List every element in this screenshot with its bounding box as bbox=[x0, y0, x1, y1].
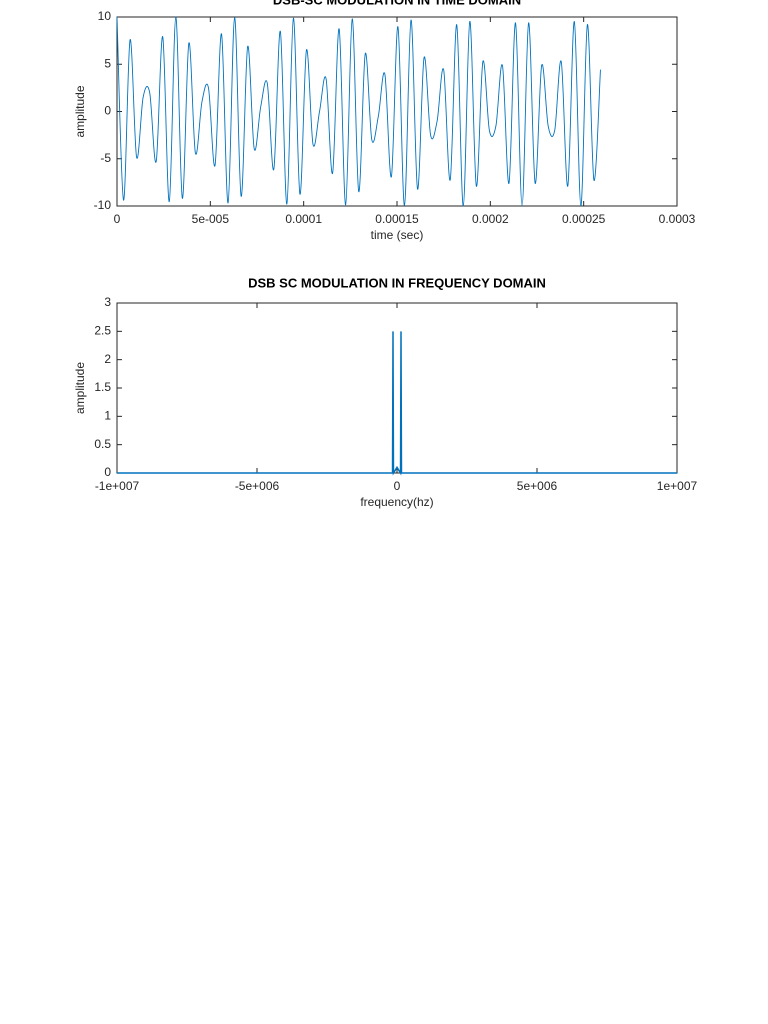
plot-area bbox=[116, 302, 678, 474]
x-tick-label: 0.0002 bbox=[472, 212, 509, 226]
data-line bbox=[116, 16, 601, 207]
y-tick-label: 0 bbox=[104, 104, 111, 118]
chart-title: DSB SC MODULATION IN FREQUENCY DOMAIN bbox=[248, 275, 546, 290]
x-tick-label: 0.00025 bbox=[562, 212, 606, 226]
x-tick-label: -1e+007 bbox=[95, 479, 140, 493]
x-axis-label: time (sec) bbox=[371, 228, 424, 242]
x-tick-label: 0.0003 bbox=[659, 212, 696, 226]
chart-title: DSB-SC MODULATION IN TIME DOMAIN bbox=[273, 0, 521, 7]
x-tick-label: -5e+006 bbox=[235, 479, 280, 493]
y-tick-label: 1 bbox=[104, 409, 111, 423]
data-line bbox=[117, 331, 677, 476]
y-axis-label: amplitude bbox=[73, 85, 87, 137]
y-tick-label: 0 bbox=[104, 465, 111, 479]
x-tick-label: 0.00015 bbox=[375, 212, 419, 226]
y-tick-label: 0.5 bbox=[94, 437, 111, 451]
x-tick-label: 0.0001 bbox=[285, 212, 322, 226]
x-axis-label: frequency(hz) bbox=[360, 495, 433, 509]
y-tick-label: 2 bbox=[104, 352, 111, 366]
x-tick-label: 5e+006 bbox=[517, 479, 558, 493]
y-tick-label: 10 bbox=[98, 9, 112, 23]
y-tick-label: 5 bbox=[104, 56, 111, 70]
y-tick-label: -10 bbox=[94, 198, 112, 212]
y-tick-label: 2.5 bbox=[94, 324, 111, 338]
y-axis-label: amplitude bbox=[73, 362, 87, 414]
y-tick-label: -5 bbox=[100, 151, 111, 165]
x-tick-label: 5e-005 bbox=[192, 212, 230, 226]
x-tick-label: 0 bbox=[114, 212, 121, 226]
y-tick-label: 3 bbox=[104, 295, 111, 309]
y-tick-label: 1.5 bbox=[94, 380, 111, 394]
x-tick-label: 0 bbox=[394, 479, 401, 493]
x-tick-label: 1e+007 bbox=[657, 479, 698, 493]
